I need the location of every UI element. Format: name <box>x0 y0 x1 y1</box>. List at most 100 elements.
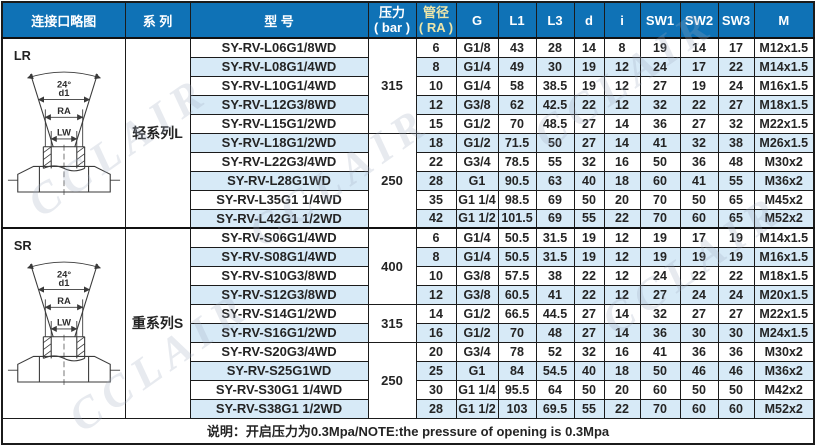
svg-text:LW: LW <box>57 317 71 327</box>
model-cell: SY-RV-S14G1/2WD <box>189 303 369 324</box>
table-row: SY-RV-S20G3/4WD 250 20 G3/4 78 52 32 16 41 36 36 M3… <box>2 341 815 419</box>
cell-sw1: 19 <box>639 227 681 248</box>
svg-text:RA: RA <box>57 106 71 116</box>
cell-sw3: 50 <box>717 379 755 400</box>
diagram-cell-l: 24° d1 RA LW LR <box>1 37 126 229</box>
cell-ra: 6 <box>415 37 457 58</box>
cell-sw3: 22 <box>717 56 755 77</box>
cell-l3: 48.5 <box>535 113 575 134</box>
svg-text:24°: 24° <box>57 80 71 90</box>
model-cell: SY-RV-L06G1/8WD <box>189 37 369 58</box>
cell-m: M36x2 <box>753 170 815 191</box>
cell-sw1: 41 <box>639 341 681 362</box>
cell-sw2: 46 <box>679 360 719 381</box>
cell-i: 20 <box>603 379 641 400</box>
table-row: SY-RV-L42G1 1/2WD 42 G1 1/2 101.5 69 55 22 70 60… <box>2 208 815 229</box>
cell-i: 18 <box>603 360 641 381</box>
col-header-g: G <box>455 1 499 39</box>
cell-g: G3/8 <box>455 94 499 115</box>
pressure-header-line2: ( bar ) <box>373 20 411 35</box>
diameter-header-line1: 管径 <box>422 4 449 20</box>
cell-i: 12 <box>603 75 641 96</box>
cell-g: G1/4 <box>455 246 499 267</box>
cell-sw1: 70 <box>639 398 681 419</box>
cell-sw3: 22 <box>717 265 755 286</box>
cell-sw2: 50 <box>679 189 719 210</box>
cell-sw3: 36 <box>717 341 755 362</box>
pressure-header-line1: 压力 <box>378 4 405 20</box>
cell-m: M36x2 <box>753 360 815 381</box>
cell-l1: 57.5 <box>497 265 537 286</box>
cell-m: M14x1.5 <box>753 56 815 77</box>
cell-sw3: 27 <box>717 94 755 115</box>
cell-sw2: 50 <box>679 379 719 400</box>
cell-sw2: 36 <box>679 341 719 362</box>
cell-sw2: 22 <box>679 94 719 115</box>
fitting-diagram-lr: 24° d1 RA LW LR <box>7 48 120 198</box>
cell-i: 20 <box>603 189 641 210</box>
cell-l1: 50.5 <box>497 246 537 267</box>
col-header-model: 型 号 <box>189 1 369 39</box>
pressure-cell: 315 <box>367 37 417 134</box>
cell-l1: 50.5 <box>497 227 537 248</box>
cell-d: 19 <box>573 227 605 248</box>
cell-sw1: 27 <box>639 75 681 96</box>
cell-g: G1 <box>455 170 499 191</box>
cell-sw2: 19 <box>679 75 719 96</box>
cell-sw3: 24 <box>717 284 755 305</box>
diagram-cell-s: 24° d1 RA LW SR <box>1 227 126 419</box>
cell-sw3: 65 <box>717 189 755 210</box>
cell-sw3: 46 <box>717 360 755 381</box>
cell-d: 50 <box>573 189 605 210</box>
cell-sw2: 24 <box>679 284 719 305</box>
col-header-sw2: SW2 <box>679 1 719 39</box>
cell-sw1: 41 <box>639 132 681 153</box>
table-row: 24° d1 RA LW SR 重系列S SY-RV-S06G1/4WD 400 6 G… <box>1 227 815 419</box>
cell-l3: 54.5 <box>535 360 575 381</box>
cell-ra: 25 <box>415 360 457 381</box>
cell-g: G1/2 <box>455 322 499 343</box>
cell-ra: 12 <box>415 284 457 305</box>
cell-g: G1/4 <box>455 56 499 77</box>
cell-m: M30x2 <box>753 151 815 172</box>
cell-sw2: 19 <box>679 246 719 267</box>
cell-l1: 71.5 <box>497 132 537 153</box>
cell-i: 18 <box>603 170 641 191</box>
cell-m: M52x2 <box>753 208 815 229</box>
model-cell: SY-RV-L22G3/4WD <box>189 151 369 172</box>
cell-l3: 38.5 <box>535 75 575 96</box>
model-cell: SY-RV-S06G1/4WD <box>189 227 369 248</box>
cell-sw3: 32 <box>717 113 755 134</box>
cell-l3: 31.5 <box>535 227 575 248</box>
cell-l1: 43 <box>497 37 537 58</box>
cell-l3: 30 <box>535 56 575 77</box>
table-row: SY-RV-L15G1/2WD 15 G1/2 70 48.5 27 14 36 27 32 M22… <box>2 113 815 134</box>
cell-l3: 55 <box>535 151 575 172</box>
cell-ra: 35 <box>415 189 457 210</box>
svg-text:RA: RA <box>57 296 71 306</box>
cell-ra: 15 <box>415 113 457 134</box>
cell-m: M22x1.5 <box>753 303 815 324</box>
cell-l1: 98.5 <box>497 189 537 210</box>
cell-i: 14 <box>603 132 641 153</box>
cell-sw3: 27 <box>717 303 755 324</box>
cell-ra: 14 <box>415 303 457 324</box>
cell-sw3: 55 <box>717 170 755 191</box>
model-cell: SY-RV-S10G3/8WD <box>189 265 369 286</box>
cell-sw3: 19 <box>717 227 755 248</box>
pressure-cell: 250 <box>367 341 417 419</box>
cell-l3: 69.5 <box>535 398 575 419</box>
model-cell: SY-RV-S08G1/4WD <box>189 246 369 267</box>
cell-l1: 90.5 <box>497 170 537 191</box>
cell-d: 27 <box>573 132 605 153</box>
model-cell: SY-RV-S38G1 1/2WD <box>189 398 369 419</box>
cell-l3: 52 <box>535 341 575 362</box>
cell-i: 14 <box>603 322 641 343</box>
cell-l3: 31.5 <box>535 246 575 267</box>
cell-i: 12 <box>603 246 641 267</box>
col-header-diagram: 连接口略图 <box>1 1 126 39</box>
cell-m: M14x1.5 <box>753 227 815 248</box>
col-header-diameter: 管径 ( RA ) <box>415 1 457 39</box>
cell-l1: 101.5 <box>497 208 537 229</box>
cell-m: M22x1.5 <box>753 113 815 134</box>
